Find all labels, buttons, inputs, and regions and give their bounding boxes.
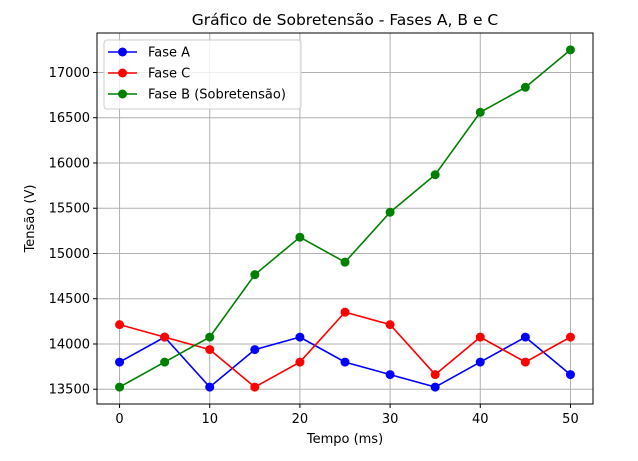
axes-frame [96, 32, 594, 405]
data-point-marker [205, 332, 215, 342]
legend-entry: Fase C [108, 67, 190, 82]
y-axis-label: Tensão (V) [23, 185, 38, 254]
x-tick-label: 20 [292, 412, 309, 427]
y-tick-label: 13500 [49, 383, 90, 398]
data-point-marker [250, 270, 260, 280]
data-point-marker [340, 307, 350, 317]
data-point-marker [115, 357, 125, 367]
grid-lines [97, 33, 593, 404]
data-point-marker [475, 357, 485, 367]
data-point-marker [340, 257, 350, 267]
data-point-marker [295, 232, 305, 242]
data-point-marker [520, 82, 530, 92]
data-point-marker [520, 332, 530, 342]
x-tick-label: 0 [115, 412, 123, 427]
data-point-marker [205, 345, 215, 355]
x-tick-label: 10 [201, 412, 218, 427]
data-point-marker [430, 370, 440, 380]
data-point-marker [385, 370, 395, 380]
legend-marker-icon [118, 89, 127, 99]
data-point-marker [160, 357, 170, 367]
y-tick-label: 14000 [49, 337, 90, 352]
data-point-marker [430, 382, 440, 392]
legend: Fase A Fase C Fase B (Sobretensão) [103, 39, 302, 110]
data-point-marker [250, 345, 260, 355]
data-point-marker [565, 45, 575, 55]
x-tick-label: 30 [382, 412, 399, 427]
y-tick-label: 14500 [49, 292, 90, 307]
y-tick-label: 17000 [49, 66, 90, 81]
y-tick-label: 16500 [49, 111, 90, 126]
data-point-marker [475, 107, 485, 117]
data-point-marker [250, 382, 260, 392]
legend-label: Fase B (Sobretensão) [148, 88, 286, 103]
x-tick-label: 40 [472, 412, 489, 427]
data-point-marker [565, 332, 575, 342]
chart-title: Gráfico de Sobretensão - Fases A, B e C [192, 11, 498, 29]
series-layer [115, 45, 575, 392]
legend-entry: Fase A [108, 46, 190, 61]
data-point-marker [430, 170, 440, 180]
y-tick-label: 16000 [49, 156, 90, 171]
legend-marker-icon [118, 47, 127, 57]
legend-box [103, 39, 302, 110]
x-axis-label: Tempo (ms) [306, 432, 383, 447]
legend-entry: Fase B (Sobretensão) [108, 88, 286, 103]
data-point-marker [340, 357, 350, 367]
legend-label: Fase A [148, 46, 190, 61]
data-point-marker [205, 382, 215, 392]
data-point-marker [295, 357, 305, 367]
data-point-marker [475, 332, 485, 342]
data-point-marker [115, 320, 125, 330]
data-point-marker [385, 320, 395, 330]
series-2 [115, 45, 575, 392]
data-point-marker [160, 332, 170, 342]
legend-marker-icon [118, 68, 127, 78]
data-point-marker [295, 332, 305, 342]
axis-ticks: 0 10 20 30 40 50 13500 14000 14500 15000 15500 1600… [49, 66, 579, 427]
data-point-marker [385, 207, 395, 217]
y-tick-label: 15000 [49, 247, 90, 262]
data-point-marker [115, 382, 125, 392]
data-point-marker [565, 370, 575, 380]
legend-label: Fase C [148, 67, 190, 82]
data-point-marker [520, 357, 530, 367]
y-tick-label: 15500 [49, 202, 90, 217]
x-tick-label: 50 [562, 412, 579, 427]
